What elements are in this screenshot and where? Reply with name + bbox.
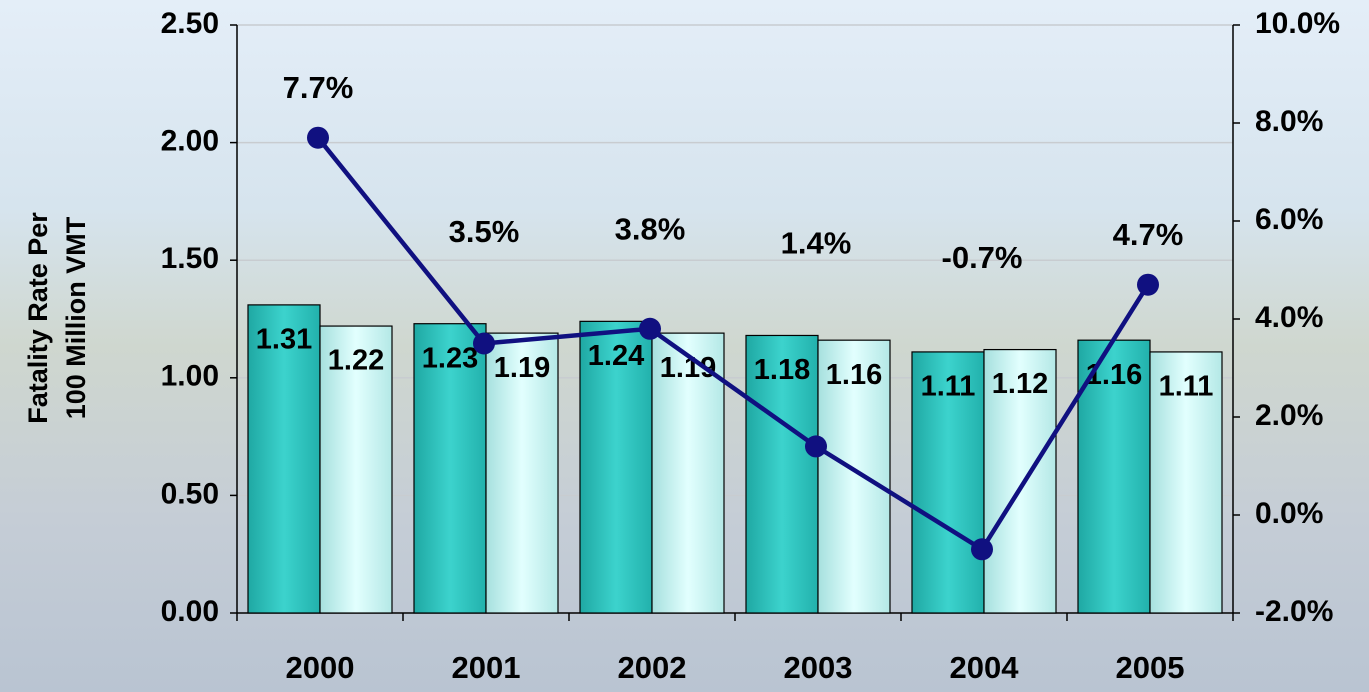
line-point (971, 538, 993, 561)
line-point (1137, 273, 1159, 296)
bar (247, 304, 321, 614)
bar-value-label: 1.16 (826, 359, 882, 391)
line-point (307, 126, 329, 149)
y2-tick-label: 4.0% (1255, 301, 1323, 334)
bar-value-label: 1.11 (921, 371, 976, 403)
bar-value-label: 1.22 (328, 345, 384, 377)
line-point (473, 332, 495, 355)
bar (651, 332, 725, 614)
x-tick-label: 2004 (950, 650, 1020, 685)
y-tick-label: 1.00 (161, 360, 219, 393)
line-value-label: 3.5% (449, 214, 520, 249)
x-tick-label: 2005 (1116, 650, 1185, 685)
y2-tick-label: -2.0% (1255, 595, 1333, 628)
y2-tick-label: 6.0% (1255, 203, 1323, 236)
bar-value-label: 1.23 (422, 342, 478, 374)
x-tick-label: 2001 (452, 650, 521, 685)
bar (983, 348, 1057, 614)
y-axis-label: 100 Million VMT (61, 216, 91, 419)
line-point (639, 317, 661, 340)
bar-value-label: 1.12 (992, 368, 1048, 400)
y-tick-label: 0.50 (161, 477, 219, 510)
y-tick-label: 2.00 (161, 125, 219, 158)
y-tick-label: 0.00 (161, 595, 219, 628)
bar (319, 325, 393, 614)
line-point (805, 435, 827, 458)
y-tick-label: 2.50 (161, 7, 219, 40)
y-axis-label: Fatality Rate Per (23, 212, 53, 424)
bar-value-label: 1.19 (494, 352, 550, 384)
bar (579, 320, 653, 614)
bar (1149, 351, 1223, 614)
y2-tick-label: 0.0% (1255, 497, 1323, 530)
bar (911, 351, 985, 614)
bar (817, 339, 891, 614)
bar-value-label: 1.16 (1086, 359, 1142, 391)
line-value-label: -0.7% (942, 240, 1023, 275)
y2-tick-label: 10.0% (1255, 7, 1340, 40)
bar-value-label: 1.11 (1159, 371, 1214, 403)
line-value-label: 1.4% (781, 226, 852, 261)
x-tick-label: 2003 (784, 650, 853, 685)
bar-value-label: 1.31 (256, 324, 312, 356)
bar-value-label: 1.24 (588, 340, 644, 372)
y2-tick-label: 2.0% (1255, 399, 1323, 432)
x-tick-label: 2002 (618, 650, 687, 685)
line-value-label: 3.8% (615, 212, 686, 247)
bar (1077, 339, 1151, 614)
bar (413, 323, 487, 614)
line-value-label: 4.7% (1113, 217, 1184, 252)
y-tick-label: 1.50 (161, 242, 219, 275)
bar (745, 334, 819, 614)
y2-tick-label: 8.0% (1255, 105, 1323, 138)
line (316, 136, 1150, 553)
bar-value-label: 1.18 (754, 354, 810, 386)
x-tick-label: 2000 (286, 650, 355, 685)
bar (485, 332, 559, 614)
line-value-label: 7.7% (283, 70, 354, 105)
